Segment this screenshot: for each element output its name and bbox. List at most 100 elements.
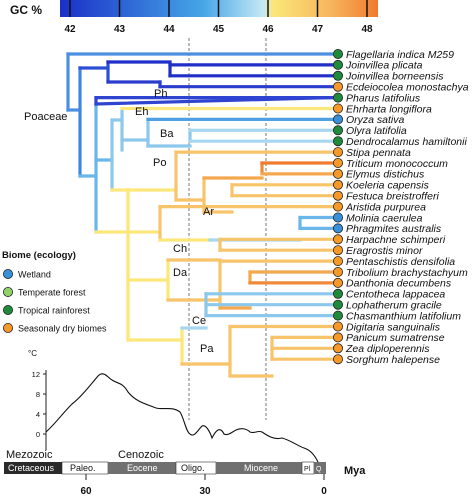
taxon-label: Joinvillea plicata: [345, 60, 423, 72]
clade-labels: Poaceae Ph Eh Ba Po Ar Ch Da Ce Pa: [24, 88, 214, 355]
taxon-label: Stipa pennata: [346, 147, 411, 159]
biome-dot: [332, 223, 343, 234]
biome-dot: [332, 343, 343, 354]
taxon-label: Sorghum halepense: [346, 354, 440, 366]
taxon-label: Ehrharta longiflora: [346, 103, 432, 115]
legend-swatch-temperate: [3, 286, 13, 297]
biome-dot: [332, 256, 343, 267]
timeline-tick-30: 30: [199, 486, 211, 497]
biome-dot: [332, 70, 343, 81]
legend-label-temperate: Temperate forest: [18, 288, 86, 298]
taxon-label: Elymus distichus: [346, 169, 425, 181]
taxon-label: Zea diploperennis: [345, 343, 430, 355]
taxon-label: Lophatherum gracile: [346, 300, 442, 312]
taxon-label: Dendrocalamus hamiltonii: [346, 136, 467, 148]
clade-po: Po: [153, 157, 166, 169]
gc-tick-label: 43: [114, 24, 126, 35]
timeline-tick-0: 0: [321, 486, 327, 497]
taxon-label: Chasmanthium latifolium: [346, 310, 461, 322]
clade-ch: Ch: [173, 243, 187, 255]
biome-dot: [332, 277, 343, 288]
taxon-label: Tribolium brachystachyum: [346, 267, 468, 279]
period-cretaceous: [4, 462, 62, 474]
clade-ce: Ce: [192, 315, 206, 327]
gc-color-bar: GC % 42 43 44 45 46 47 48: [10, 0, 378, 35]
legend-label-dry: Seasonaly dry biomes: [18, 324, 107, 334]
timeline-tick-60: 60: [80, 486, 92, 497]
gc-tick-label: 47: [312, 24, 324, 35]
period-label-paleocene: Paleo.: [70, 463, 96, 473]
legend-swatch-dry: [3, 322, 13, 333]
biome-dot: [332, 234, 343, 245]
biome-dot: [332, 212, 343, 223]
period-label-miocene: Miocene: [244, 463, 278, 473]
clade-ph: Ph: [154, 88, 167, 100]
period-label-oligocene: Oligo.: [181, 463, 205, 473]
legend-swatch-tropical: [3, 304, 13, 315]
period-label-eocene: Eocene: [127, 463, 158, 473]
gc-bar-title: GC %: [10, 3, 42, 17]
gc-tick-label: 46: [262, 24, 274, 35]
taxon-label: Digitaria sanguinalis: [346, 321, 441, 333]
taxon-label: Molinia caerulea: [346, 212, 423, 224]
taxon-label: Eragrostis minor: [346, 245, 423, 257]
period-label-quaternary: Q: [316, 466, 322, 473]
legend-swatch-wetland: [3, 268, 13, 279]
gc-tick-label: 44: [163, 24, 175, 35]
biome-dot: [332, 354, 343, 365]
taxon-label: Festuca breistrofferi: [346, 191, 439, 203]
biome-dot: [332, 245, 343, 256]
biome-dot: [332, 310, 343, 321]
biome-dot: [332, 332, 343, 343]
gc-tick-label: 45: [213, 24, 225, 35]
biome-legend: Biome (ecology) Wetland Temperate forest T…: [2, 250, 107, 334]
clade-ba: Ba: [160, 128, 174, 140]
clade-poaceae: Poaceae: [24, 111, 67, 123]
temperature-tick-label: 4: [36, 410, 40, 419]
taxon-label: Centotheca lappacea: [346, 289, 445, 301]
legend-title: Biome (ecology): [2, 250, 76, 261]
period-label-pliocene: Pl: [304, 466, 311, 473]
temperature-panel: °C 12 8 4 0: [28, 349, 319, 463]
taxon-label: Oryza sativa: [346, 114, 405, 126]
biome-dot: [332, 288, 343, 299]
clade-da: Da: [173, 267, 188, 279]
legend-label-tropical: Tropical rainforest: [18, 306, 90, 316]
biome-dot: [332, 103, 343, 114]
gc-tick-label: 48: [361, 24, 373, 35]
period-eocene: [108, 462, 176, 474]
biome-dot: [332, 114, 343, 125]
biome-dot: [332, 299, 343, 310]
taxon-label: Ecdeiocolea monostachya: [346, 82, 469, 94]
biome-dot: [332, 321, 343, 332]
gc-tick-label: 42: [64, 24, 76, 35]
taxon-label: Danthonia decumbens: [346, 278, 452, 290]
biome-dot: [332, 147, 343, 158]
taxon-label: Olyra latifolia: [346, 125, 407, 137]
period-label-cretaceous: Cretaceous: [8, 463, 55, 473]
temperature-tick-label: 12: [32, 370, 40, 379]
biome-dot: [332, 157, 343, 168]
taxon-label: Flagellaria indica M259: [346, 49, 454, 61]
biome-dot: [332, 136, 343, 147]
taxon-label: Koeleria capensis: [346, 180, 430, 192]
taxon-label: Panicum sumatrense: [346, 332, 445, 344]
biome-dot: [332, 168, 343, 179]
period-quaternary: [314, 462, 326, 474]
phylogenetic-tree: [66, 52, 334, 378]
clade-ar: Ar: [203, 206, 214, 218]
timeline-unit: Mya: [344, 465, 366, 477]
temperature-tick-label: 8: [36, 390, 40, 399]
temperature-curve: [45, 373, 319, 463]
gc-ticks: 42 43 44 45 46 47 48: [64, 0, 373, 35]
temperature-unit: °C: [28, 349, 37, 358]
biome-dot: [332, 266, 343, 277]
clade-eh: Eh: [135, 106, 148, 118]
legend-label-wetland: Wetland: [18, 270, 51, 280]
era-mezozoic: Mezozoic: [6, 449, 53, 461]
taxon-label: Joinvillea borneensis: [345, 71, 444, 83]
taxon-label: Aristida purpurea: [345, 201, 426, 213]
biome-dot: [332, 59, 343, 70]
taxon-label: Pharus latifolius: [346, 92, 421, 104]
